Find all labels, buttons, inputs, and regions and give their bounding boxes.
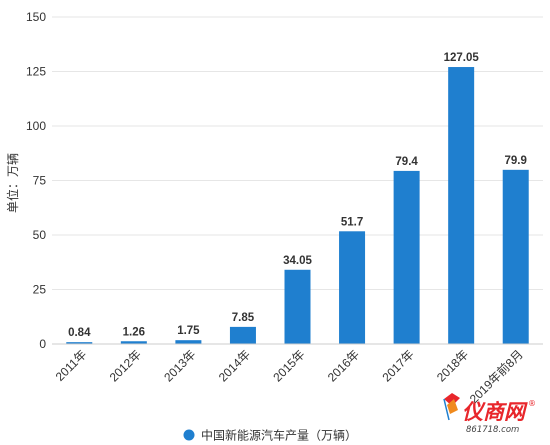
data-label: 79.4 (395, 156, 418, 168)
y-tick-label: 50 (33, 228, 47, 242)
x-tick-label: 2018年 (434, 347, 471, 384)
data-label: 0.84 (68, 327, 91, 339)
x-tick-label: 2013年 (161, 347, 198, 384)
y-tick-label: 25 (33, 283, 47, 297)
bar (229, 326, 256, 344)
bar (66, 342, 93, 344)
x-tick-label: 2017年 (379, 347, 416, 384)
legend[interactable]: 中国新能源汽车产量（万辆） (183, 428, 358, 443)
y-tick-label: 100 (26, 119, 46, 133)
data-label: 1.75 (177, 325, 200, 337)
data-label: 7.85 (232, 312, 255, 324)
flag-icon (443, 393, 460, 421)
bar (120, 341, 147, 344)
data-labels: 0.84 1.26 1.75 7.85 34.05 51.7 79.4 127.05 79.9 (68, 52, 527, 339)
data-label: 51.7 (341, 216, 363, 228)
y-tick-label: 0 (39, 337, 46, 351)
watermark-brand: 仪商网 (462, 400, 528, 424)
x-tick-label: 2012年 (107, 347, 144, 384)
bar (393, 170, 420, 344)
legend-label: 中国新能源汽车产量（万辆） (201, 428, 357, 443)
data-label: 79.9 (505, 155, 527, 167)
y-tick-label: 75 (33, 174, 47, 188)
data-label: 34.05 (283, 255, 312, 267)
y-axis-title: 单位：万辆 (5, 153, 20, 213)
watermark-url: 861718.com (466, 425, 519, 435)
y-axis-ticks: 0 25 50 75 100 125 150 (26, 10, 46, 351)
x-tick-label: 2011年 (53, 347, 90, 384)
data-label: 127.05 (444, 52, 480, 64)
legend-marker (183, 429, 195, 441)
y-tick-label: 150 (26, 10, 46, 24)
watermark-logo: 仪商网 ® 861718.com (443, 393, 536, 435)
bar (502, 169, 529, 344)
bars (66, 67, 529, 344)
x-tick-label: 2019年前8月 (466, 347, 526, 407)
data-label: 1.26 (123, 326, 145, 338)
bar (448, 67, 475, 344)
bar (339, 231, 366, 344)
x-tick-label: 2015年 (270, 347, 307, 384)
bar (175, 340, 202, 344)
bar (284, 269, 311, 344)
y-tick-label: 125 (26, 65, 46, 79)
watermark-registered: ® (528, 399, 536, 408)
x-tick-label: 2016年 (325, 347, 362, 384)
x-tick-label: 2014年 (216, 347, 253, 384)
